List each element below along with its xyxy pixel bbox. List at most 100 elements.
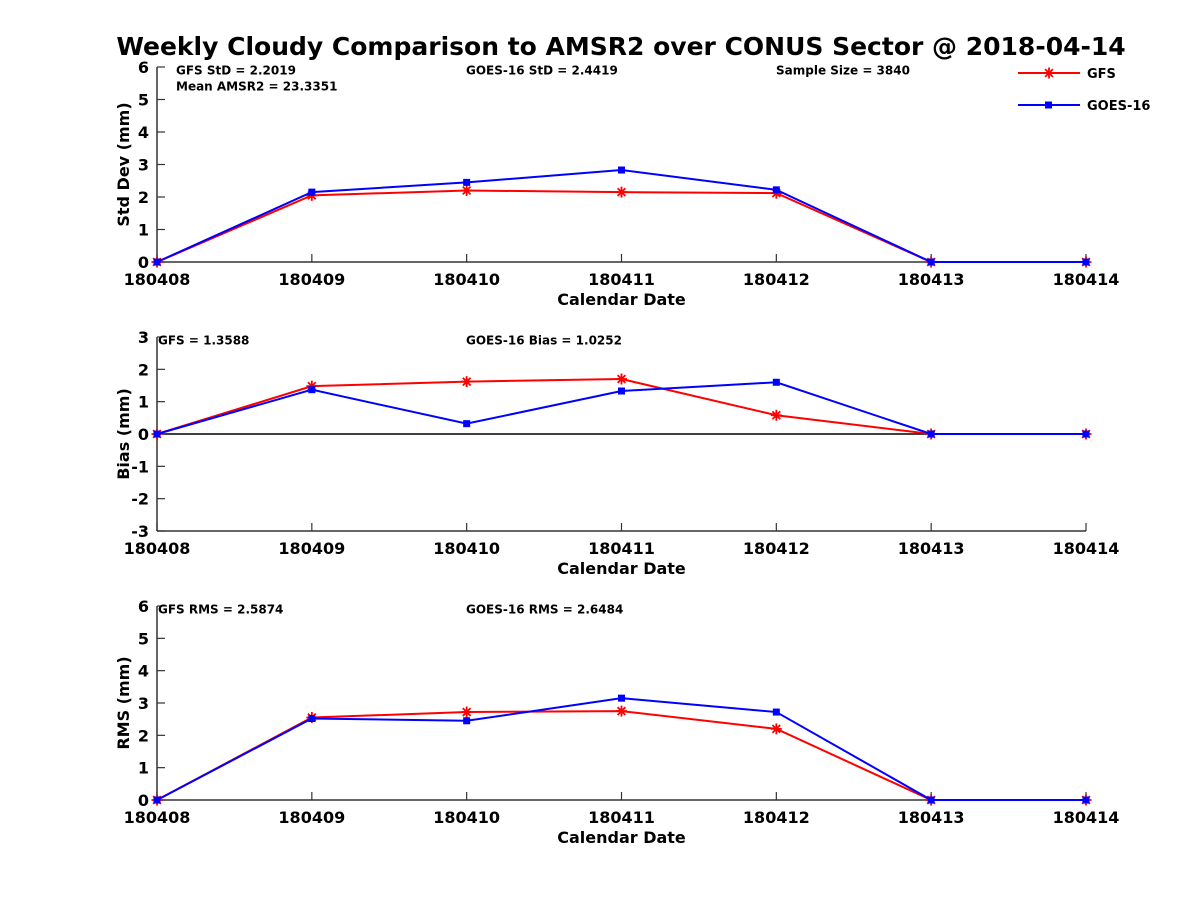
y-tick-label: 1 xyxy=(138,221,149,240)
y-tick-label: -3 xyxy=(131,522,149,541)
legend-label: GFS xyxy=(1087,67,1116,82)
y-tick-label: 6 xyxy=(138,597,149,616)
chart-panel-1: 0 1 2 3 4 5 6 180408 180409 180410 180411 180412 180… xyxy=(114,58,1119,309)
series-goes-16 xyxy=(153,694,1090,804)
series-line xyxy=(156,710,1086,801)
y-tick-label: -1 xyxy=(131,457,149,476)
x-axis-label: Calendar Date xyxy=(557,559,686,578)
data-point xyxy=(772,186,780,194)
data-point xyxy=(461,376,473,388)
y-tick-label: 0 xyxy=(138,253,149,272)
x-tick-label: 180413 xyxy=(898,539,965,558)
chart-panel-3: 0 1 2 3 4 5 6 180408 180409 180410 180411 180412 180… xyxy=(114,597,1119,847)
y-axis-label: RMS (mm) xyxy=(114,656,133,749)
stat-annotation: GOES-16 Bias = 1.0252 xyxy=(466,334,622,348)
x-tick-label: 180414 xyxy=(1053,539,1120,558)
x-tick-label: 180408 xyxy=(124,808,191,827)
data-point xyxy=(927,258,935,266)
data-point xyxy=(308,715,316,723)
data-point xyxy=(618,694,625,702)
y-tick-label: 1 xyxy=(138,393,149,412)
y-tick-label: 1 xyxy=(138,759,149,778)
data-point xyxy=(306,380,318,392)
series-gfs xyxy=(151,705,1092,806)
x-tick-label: 180414 xyxy=(1053,270,1120,289)
x-axis-label: Calendar Date xyxy=(557,290,686,309)
chart-panel-2: -3 -2 -1 0 1 2 3 180408 180409 180410 180411 180412… xyxy=(114,328,1119,578)
series-line xyxy=(156,169,1086,263)
stat-annotation: GFS RMS = 2.5874 xyxy=(158,603,283,617)
data-point xyxy=(153,796,161,804)
data-point xyxy=(772,708,780,716)
x-tick-label: 180412 xyxy=(743,539,810,558)
data-point xyxy=(463,717,471,725)
y-tick-label: -2 xyxy=(131,490,149,509)
data-point xyxy=(618,166,625,174)
stat-annotation: Sample Size = 3840 xyxy=(776,64,910,78)
data-point xyxy=(618,387,625,395)
x-tick-label: 180411 xyxy=(588,270,655,289)
y-tick-label: 0 xyxy=(138,791,149,810)
data-point xyxy=(463,420,471,428)
legend-marker xyxy=(1045,101,1052,109)
x-tick-label: 180409 xyxy=(278,270,345,289)
y-tick-label: 3 xyxy=(138,156,149,175)
y-tick-label: 0 xyxy=(138,425,149,444)
legend-label: GOES-16 xyxy=(1087,99,1150,114)
y-tick-label: 4 xyxy=(138,123,149,142)
data-point xyxy=(308,386,316,394)
data-point xyxy=(927,796,935,804)
x-tick-label: 180408 xyxy=(124,539,191,558)
y-tick-label: 4 xyxy=(138,662,149,681)
chart-title: Weekly Cloudy Comparison to AMSR2 over C… xyxy=(116,32,1125,61)
data-point xyxy=(770,723,782,735)
data-point xyxy=(463,178,471,186)
stat-annotation: GOES-16 RMS = 2.6484 xyxy=(466,603,623,617)
data-point xyxy=(616,186,627,198)
y-tick-label: 2 xyxy=(138,360,149,379)
series-goes-16 xyxy=(153,378,1090,438)
data-point xyxy=(153,430,161,438)
series-line xyxy=(156,189,1086,263)
data-point xyxy=(772,378,780,386)
x-tick-label: 180411 xyxy=(588,808,655,827)
chart-panels: 0 1 2 3 4 5 6 180408 180409 180410 180411 180412 180… xyxy=(114,58,1119,847)
y-tick-label: 2 xyxy=(138,188,149,207)
y-tick-label: 6 xyxy=(138,58,149,77)
data-point xyxy=(616,373,627,385)
x-tick-label: 180409 xyxy=(278,539,345,558)
data-point xyxy=(461,185,473,196)
data-point xyxy=(616,705,627,717)
y-tick-label: 3 xyxy=(138,328,149,347)
legend-item-goes-16: GOES-16 xyxy=(1018,99,1150,114)
data-point xyxy=(1082,258,1090,266)
x-tick-label: 180408 xyxy=(124,270,191,289)
series-line xyxy=(156,378,1086,435)
legend: GFS GOES-16 xyxy=(1018,67,1150,114)
y-axis-label: Std Dev (mm) xyxy=(114,102,133,226)
stat-annotation: Mean AMSR2 = 23.3351 xyxy=(176,80,337,94)
data-point xyxy=(927,430,935,438)
legend-marker xyxy=(1043,67,1055,79)
data-point xyxy=(461,706,473,718)
y-tick-label: 3 xyxy=(138,694,149,713)
x-tick-label: 180412 xyxy=(743,270,810,289)
x-tick-label: 180409 xyxy=(278,808,345,827)
x-tick-label: 180410 xyxy=(433,539,500,558)
legend-item-gfs: GFS xyxy=(1018,67,1116,82)
x-tick-label: 180410 xyxy=(433,808,500,827)
stat-annotation: GOES-16 StD = 2.4419 xyxy=(466,64,618,78)
y-axis-label: Bias (mm) xyxy=(114,388,133,480)
data-point xyxy=(1082,796,1090,804)
data-point xyxy=(1082,430,1090,438)
y-tick-label: 5 xyxy=(138,629,149,648)
data-point xyxy=(308,188,316,196)
x-tick-label: 180411 xyxy=(588,539,655,558)
x-tick-label: 180410 xyxy=(433,270,500,289)
y-tick-label: 2 xyxy=(138,726,149,745)
data-point xyxy=(153,258,161,266)
x-tick-label: 180413 xyxy=(898,808,965,827)
y-tick-label: 5 xyxy=(138,91,149,110)
x-axis-label: Calendar Date xyxy=(557,828,686,847)
